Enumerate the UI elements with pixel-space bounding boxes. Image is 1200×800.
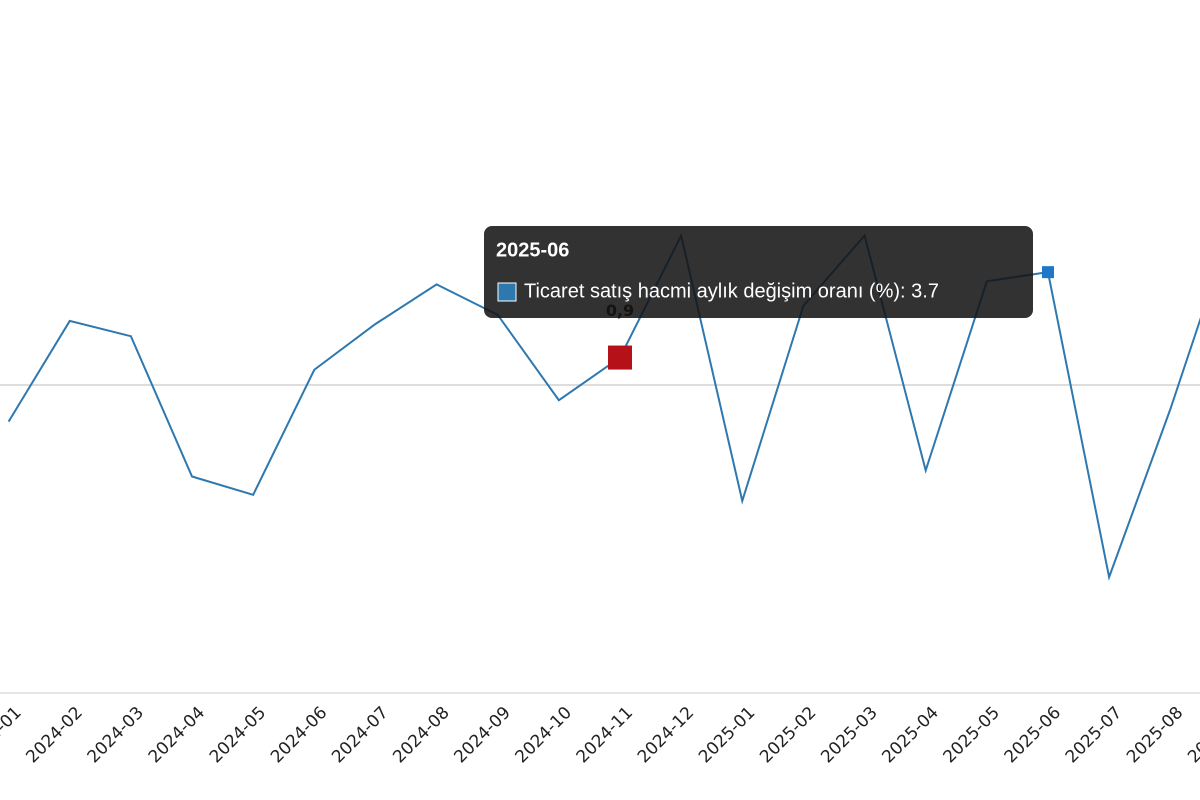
x-tick-label: 2025-03: [817, 703, 881, 767]
x-tick: 2024-04: [145, 703, 209, 767]
x-tick-label: 2024-08: [389, 703, 453, 767]
x-tick: 2024-06: [267, 703, 331, 767]
x-tick-label: 2025-07: [1062, 703, 1126, 767]
x-tick-label: 2025-05: [940, 703, 1004, 767]
x-tick-label: 2024-04: [145, 703, 209, 767]
x-tick-label: 2025-04: [878, 703, 942, 767]
x-tick: 2025-05: [940, 703, 1004, 767]
x-tick: 2024-11: [573, 703, 637, 767]
x-tick-label: 2024-03: [84, 703, 148, 767]
x-tick: 2025-06: [1001, 703, 1065, 767]
x-tick: 2025-07: [1062, 703, 1126, 767]
x-tick: 2024-01: [0, 703, 26, 767]
x-tick-label: 2024-09: [450, 703, 514, 767]
tooltip-box: [484, 226, 1033, 318]
x-tick-label: 2024-10: [512, 703, 576, 767]
x-tick: 2025-03: [817, 703, 881, 767]
x-tick-label: 2025-01: [695, 703, 759, 767]
x-tick-label: 2024-06: [267, 703, 331, 767]
x-tick-label: 2025-08: [1123, 703, 1187, 767]
x-tick-label: 2024-01: [0, 703, 26, 767]
x-tick: 2025-04: [878, 703, 942, 767]
x-tick: 2024-09: [450, 703, 514, 767]
tooltip-marker: [1041, 266, 1054, 279]
x-tick-label: 2024-12: [634, 703, 698, 767]
x-tick: 2025-01: [695, 703, 759, 767]
tooltip-text: Ticaret satış hacmi aylık değişim oranı …: [524, 280, 939, 302]
x-tick: 2024-12: [634, 703, 698, 767]
x-tick: 2024-10: [512, 703, 576, 767]
highlight-marker: [608, 345, 632, 370]
x-tick: 2024-08: [389, 703, 453, 767]
x-tick: 2025-08: [1123, 703, 1187, 767]
x-tick: 2024-03: [84, 703, 148, 767]
tooltip-swatch: [497, 282, 517, 302]
x-tick: 2025-02: [756, 703, 820, 767]
x-tick: 2024-07: [328, 703, 392, 767]
x-tick-label: 2024-05: [206, 703, 270, 767]
x-tick-label: 2025-09: [1184, 703, 1200, 767]
x-tick: 2025-09: [1184, 703, 1200, 767]
x-tick-label: 2025-06: [1001, 703, 1065, 767]
tooltip-title: 2025-06: [496, 239, 569, 261]
x-tick: 2024-05: [206, 703, 270, 767]
x-tick-label: 2025-02: [756, 703, 820, 767]
x-tick-label: 2024-11: [573, 703, 637, 767]
x-tick-label: 2024-07: [328, 703, 392, 767]
x-tick: 2024-02: [22, 703, 86, 767]
x-tick-label: 2024-02: [22, 703, 86, 767]
